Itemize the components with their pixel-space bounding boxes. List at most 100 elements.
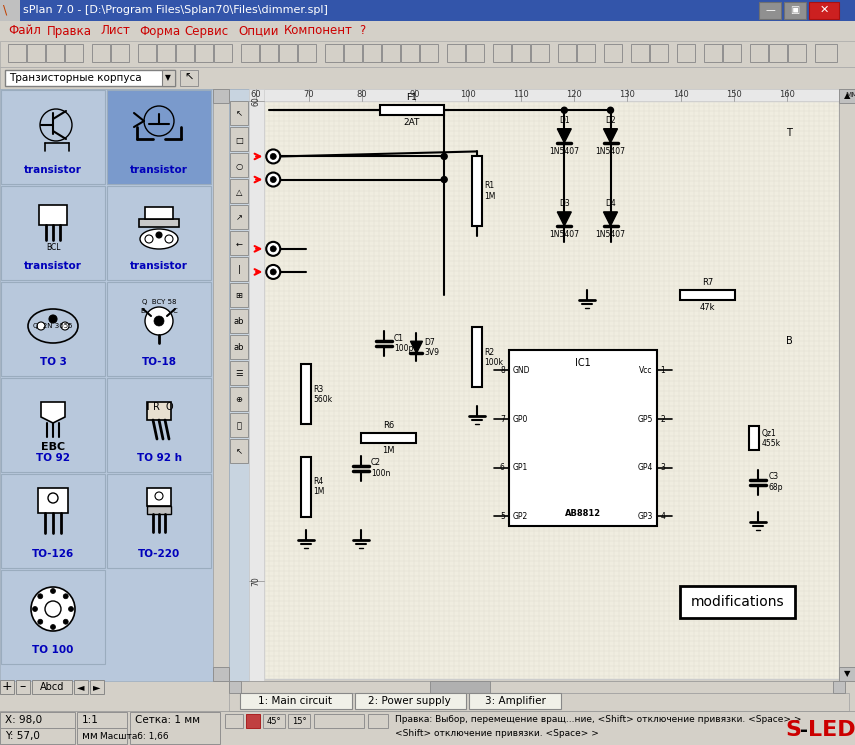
Bar — [815, 44, 837, 62]
Bar — [749, 426, 758, 450]
Text: 47k: 47k — [699, 303, 716, 312]
Text: D2: D2 — [605, 115, 616, 124]
Bar — [577, 44, 595, 62]
Bar — [107, 90, 211, 184]
Text: GP0: GP0 — [513, 414, 528, 423]
Text: 80: 80 — [357, 90, 367, 99]
Text: R1
1M: R1 1M — [485, 181, 496, 201]
Bar — [0, 712, 75, 728]
Bar — [650, 44, 668, 62]
Polygon shape — [410, 341, 422, 353]
Bar — [301, 364, 310, 425]
Text: R6: R6 — [383, 421, 394, 431]
Text: 60: 60 — [251, 90, 261, 99]
Bar — [0, 728, 75, 744]
Text: sPlan 7.0 - [D:\Program Files\Splan70\Files\dimmer.spl]: sPlan 7.0 - [D:\Program Files\Splan70\Fi… — [23, 5, 327, 15]
Bar — [363, 44, 381, 62]
Bar — [680, 290, 735, 300]
Bar — [213, 89, 229, 681]
Bar — [493, 44, 511, 62]
Bar — [230, 335, 248, 359]
Text: C3
68p: C3 68p — [769, 472, 783, 492]
Text: Лист: Лист — [100, 25, 130, 37]
Bar — [466, 44, 484, 62]
Text: 110: 110 — [513, 90, 529, 99]
Text: 1N5407: 1N5407 — [595, 230, 626, 239]
Bar — [5, 70, 175, 86]
Polygon shape — [557, 129, 571, 143]
Text: GP4: GP4 — [637, 463, 652, 472]
Text: ►: ► — [93, 682, 101, 692]
Bar — [631, 44, 649, 62]
Bar — [230, 127, 248, 151]
Text: 2AT: 2AT — [404, 118, 420, 127]
Bar — [1, 90, 105, 184]
Text: —: — — [765, 5, 775, 15]
Text: ◄: ◄ — [77, 682, 85, 692]
Bar — [249, 89, 264, 681]
Bar — [759, 2, 781, 19]
Circle shape — [266, 265, 280, 279]
Polygon shape — [604, 129, 617, 143]
Text: ?: ? — [359, 25, 365, 37]
Circle shape — [155, 492, 163, 500]
Bar — [809, 2, 839, 19]
Bar — [138, 44, 156, 62]
Bar — [430, 681, 490, 693]
Text: GP2: GP2 — [513, 512, 528, 521]
Bar — [0, 41, 855, 67]
Text: 130: 130 — [620, 90, 635, 99]
Bar — [230, 179, 248, 203]
Text: ⊕: ⊕ — [235, 396, 243, 405]
Text: TO-220: TO-220 — [138, 549, 180, 559]
Circle shape — [45, 601, 61, 617]
Bar — [784, 2, 806, 19]
Bar — [230, 205, 248, 229]
Bar — [230, 101, 248, 125]
Bar — [1, 186, 105, 280]
Bar — [471, 156, 481, 226]
Bar — [325, 44, 343, 62]
Bar — [130, 712, 220, 744]
Text: Сервис: Сервис — [185, 25, 229, 37]
Bar — [355, 693, 466, 709]
Bar — [833, 681, 845, 693]
Bar — [447, 44, 465, 62]
Text: 1N5407: 1N5407 — [595, 147, 626, 156]
Text: мм: мм — [845, 90, 855, 99]
Circle shape — [441, 177, 447, 183]
Text: AB8812: AB8812 — [564, 509, 601, 518]
Bar — [8, 44, 26, 62]
Bar — [0, 680, 14, 694]
Text: 3: Amplifier: 3: Amplifier — [485, 696, 545, 706]
Bar — [344, 44, 362, 62]
Bar — [230, 231, 248, 255]
Bar — [38, 488, 68, 513]
Text: <Shift> отключение привязки. <Space> >: <Shift> отключение привязки. <Space> > — [395, 729, 598, 738]
Circle shape — [266, 150, 280, 163]
Bar — [195, 44, 213, 62]
Bar — [162, 70, 175, 86]
Text: TO 92 h: TO 92 h — [137, 453, 181, 463]
Text: |: | — [238, 265, 240, 274]
Text: 120: 120 — [567, 90, 582, 99]
Circle shape — [49, 315, 57, 323]
Bar — [229, 681, 241, 693]
Text: I: I — [145, 402, 149, 412]
Text: ↖: ↖ — [235, 448, 243, 457]
Text: Масштаб: 1,66: Масштаб: 1,66 — [100, 732, 168, 741]
Text: C2
100n: C2 100n — [371, 458, 391, 478]
Text: ▼: ▼ — [165, 74, 171, 83]
Bar — [229, 693, 849, 711]
Circle shape — [37, 322, 45, 330]
Ellipse shape — [140, 229, 178, 249]
Bar — [401, 44, 419, 62]
Text: GP1: GP1 — [513, 463, 528, 472]
Bar — [92, 44, 110, 62]
Text: Транзисторные корпуса: Транзисторные корпуса — [9, 73, 142, 83]
Bar — [139, 219, 179, 227]
Circle shape — [608, 107, 614, 113]
Bar — [531, 44, 549, 62]
Text: +: + — [2, 680, 12, 694]
Circle shape — [50, 624, 56, 630]
